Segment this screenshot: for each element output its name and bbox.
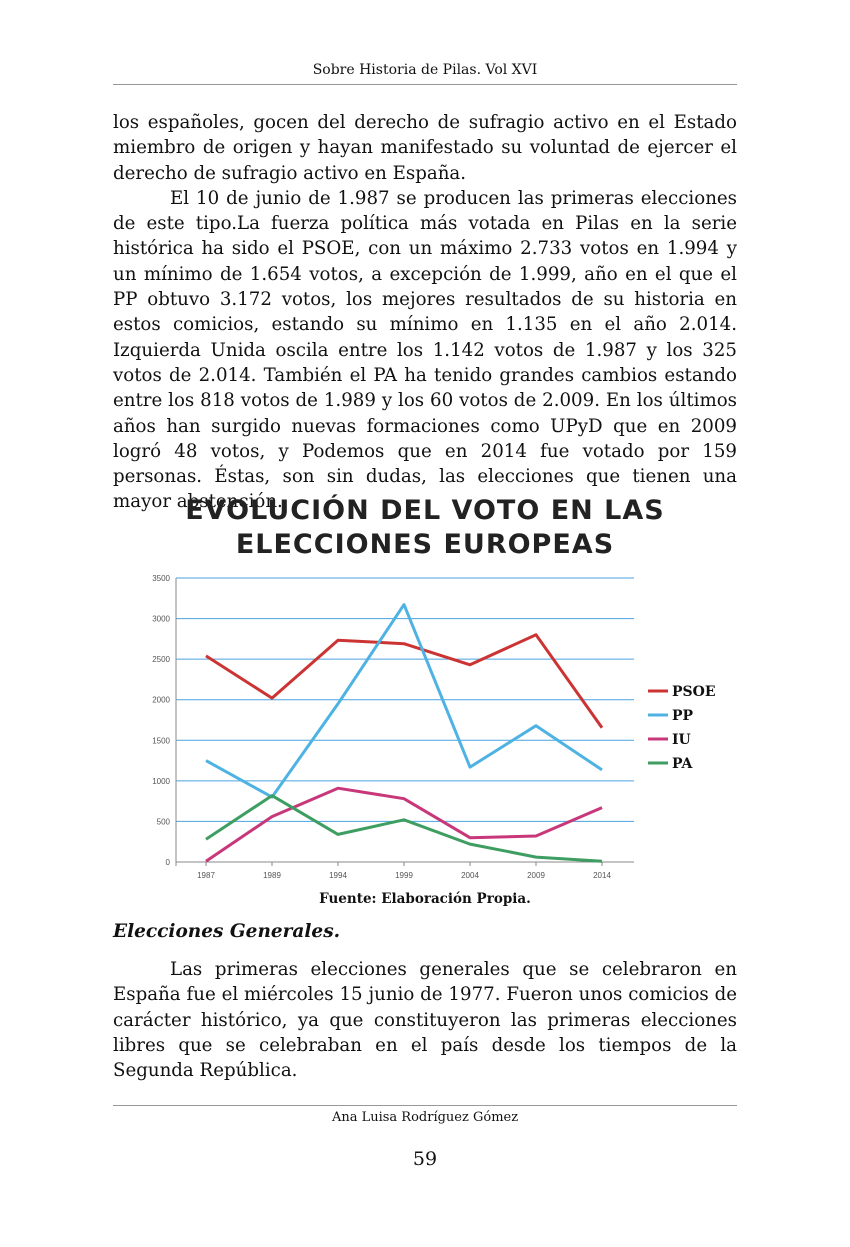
running-footer: Ana Luisa Rodríguez Gómez bbox=[113, 1105, 737, 1125]
x-tick-label: 2004 bbox=[461, 871, 479, 880]
figure-source: Fuente: Elaboración Propia. bbox=[319, 891, 531, 907]
y-tick-label: 1000 bbox=[152, 777, 170, 786]
chart-title: EVOLUCIÓN DEL VOTO EN LAS ELECCIONES EUR… bbox=[113, 494, 737, 562]
paragraph-3: Las primeras elecciones generales que se… bbox=[113, 959, 737, 1082]
y-tick-label: 2500 bbox=[152, 655, 170, 664]
y-tick-label: 1500 bbox=[152, 736, 170, 745]
legend-label-pp: PP bbox=[672, 708, 694, 724]
chart-title-line-2: ELECCIONES EUROPEAS bbox=[235, 529, 615, 560]
chart-title-line-1: EVOLUCIÓN DEL VOTO EN LAS bbox=[185, 495, 665, 526]
y-tick-label: 3000 bbox=[152, 615, 170, 624]
x-tick-label: 1999 bbox=[395, 871, 413, 880]
y-tick-label: 0 bbox=[166, 858, 171, 867]
running-header: Sobre Historia de Pilas. Vol XVI bbox=[113, 62, 737, 85]
y-tick-label: 500 bbox=[157, 817, 171, 826]
series-line-pp bbox=[205, 603, 603, 799]
series-line-psoe bbox=[205, 633, 604, 729]
x-tick-label: 1994 bbox=[329, 871, 347, 880]
paragraph-1: los españoles, gocen del derecho de sufr… bbox=[113, 112, 737, 184]
legend-label-psoe: PSOE bbox=[672, 684, 716, 700]
paragraph-2: El 10 de junio de 1.987 se producen las … bbox=[113, 187, 737, 513]
body-text: los españoles, gocen del derecho de sufr… bbox=[113, 110, 737, 515]
section-heading: Elecciones Generales. bbox=[113, 921, 341, 942]
series-line-pa bbox=[205, 794, 603, 863]
x-tick-label: 2009 bbox=[527, 871, 545, 880]
series-line-iu bbox=[205, 786, 603, 863]
x-tick-label: 1987 bbox=[197, 871, 215, 880]
y-tick-label: 3500 bbox=[152, 574, 170, 583]
x-tick-label: 2014 bbox=[593, 871, 611, 880]
legend-label-iu: IU bbox=[672, 732, 691, 748]
body-text-after: Las primeras elecciones generales que se… bbox=[113, 957, 737, 1083]
x-tick-label: 1989 bbox=[263, 871, 281, 880]
y-tick-label: 2000 bbox=[152, 696, 170, 705]
page-number: 59 bbox=[412, 1148, 438, 1170]
legend-label-pa: PA bbox=[672, 756, 694, 772]
